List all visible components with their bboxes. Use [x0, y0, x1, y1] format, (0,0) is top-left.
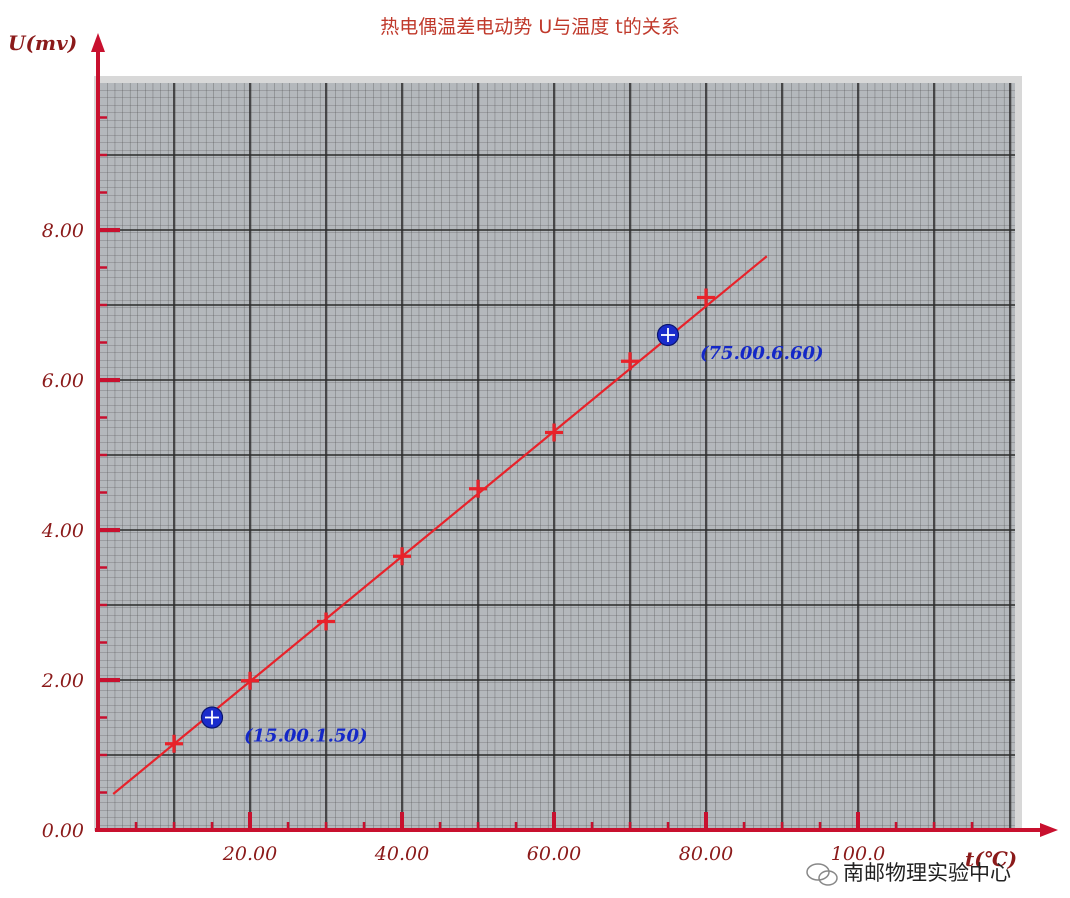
x-tick-label: 100.0	[831, 843, 885, 865]
data-points	[165, 288, 715, 753]
highlight-point: (75.00.6.60)	[656, 323, 824, 364]
x-tick-label: 80.00	[679, 843, 733, 865]
y-tick-label: 2.00	[41, 670, 84, 692]
highlight-label: (75.00.6.60)	[700, 343, 824, 364]
major-grid	[100, 83, 1015, 828]
x-axis-label: t(℃)	[965, 847, 1017, 871]
x-tick-label: 20.00	[222, 843, 277, 865]
axis-ticks: 20.00 40.00 60.00 80.00 100.0 0.00 2.00 4.00 6.0…	[41, 116, 974, 865]
data-point	[697, 288, 715, 307]
highlight-point: (15.00.1.50)	[200, 706, 368, 747]
x-axis	[95, 823, 1058, 837]
data-point	[317, 612, 335, 631]
y-tick-label: 6.00	[42, 370, 84, 392]
watermark: 南邮物理实验中心	[806, 861, 1011, 886]
watermark-text: 南邮物理实验中心	[843, 861, 1011, 885]
data-point	[241, 671, 259, 690]
data-point	[165, 734, 183, 753]
data-point	[469, 479, 487, 498]
fit-line	[112, 255, 768, 795]
data-point	[393, 547, 411, 566]
y-tick-label: 0.00	[42, 820, 84, 842]
highlight-label: (15.00.1.50)	[244, 726, 368, 747]
y-tick-label: 8.00	[42, 220, 84, 242]
y-axis	[91, 33, 105, 832]
data-point	[621, 352, 639, 371]
wechat-icon	[806, 863, 838, 886]
x-tick-label: 40.00	[374, 843, 429, 865]
y-tick-label: 4.00	[41, 520, 84, 542]
data-point	[545, 423, 563, 442]
x-tick-label: 60.00	[527, 843, 581, 865]
y-axis-label: U(mv)	[8, 31, 77, 55]
chart-title: 热电偶温差电动势 U与温度 t的关系	[380, 16, 679, 38]
highlight-points: (15.00.1.50) (75.00.6.60)	[200, 323, 824, 747]
fit-line-group	[112, 255, 768, 795]
